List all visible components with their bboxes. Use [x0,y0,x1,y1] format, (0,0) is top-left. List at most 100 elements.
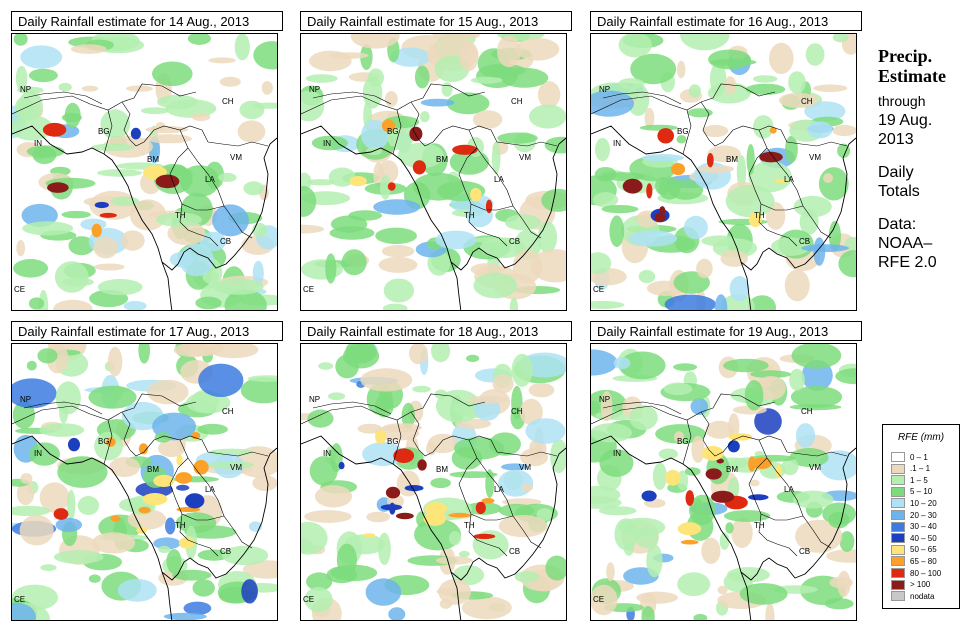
country-label-bm: BM [726,155,738,164]
panel-title: Daily Rainfall estimate for 15 Aug., 201… [300,11,572,31]
country-label-la: LA [784,485,794,494]
country-label-vm: VM [230,463,242,472]
rainfall-panel-1: Daily Rainfall estimate for 14 Aug., 201… [11,11,293,311]
country-label-th: TH [464,211,475,220]
legend-item: .1 – 1 [891,463,931,474]
country-label-bg: BG [387,437,399,446]
country-label-bm: BM [436,155,448,164]
panel-title: Daily Rainfall estimate for 19 Aug., 201… [590,321,862,341]
legend-label: 10 – 20 [910,498,937,508]
legend-swatch [891,568,905,578]
country-label-ch: CH [222,407,234,416]
caption-title-1: Precip. [878,46,933,66]
rainfall-panel-2: Daily Rainfall estimate for 15 Aug., 201… [300,11,582,311]
caption-title-2: Estimate [878,66,946,86]
country-label-ce: CE [303,595,314,604]
country-label-bm: BM [726,465,738,474]
country-label-cb: CB [220,547,231,556]
legend-label: 20 – 30 [910,510,937,520]
country-label-in: IN [323,139,331,148]
caption-daily-1: Daily [878,164,914,181]
country-label-ce: CE [14,595,25,604]
country-label-np: NP [599,395,610,404]
caption-daily-2: Totals [878,183,920,200]
legend-swatch [891,533,905,544]
legend-label: 40 – 50 [910,533,937,543]
country-label-th: TH [754,211,765,220]
country-label-cb: CB [509,547,520,556]
legend-item: 80 – 100 [891,568,941,578]
panel-title: Daily Rainfall estimate for 16 Aug., 201… [590,11,862,31]
rainfall-map: NP IN BG CH BM VM LA TH CB CE [590,343,857,621]
legend-item: 10 – 20 [891,498,937,509]
country-label-ce: CE [303,285,314,294]
country-label-th: TH [754,521,765,530]
rainfall-field [12,344,277,620]
rainfall-field [12,34,277,310]
country-label-bg: BG [677,437,689,446]
country-label-bg: BG [677,127,689,136]
caption-date-1: 19 Aug. [878,112,933,129]
country-label-bm: BM [147,155,159,164]
country-label-np: NP [20,85,31,94]
legend-item: > 100 [891,579,930,590]
legend-label: 30 – 40 [910,522,937,532]
panel-title: Daily Rainfall estimate for 18 Aug., 201… [300,321,572,341]
legend-swatch [891,486,905,497]
legend-swatch [891,521,905,532]
country-label-la: LA [205,485,215,494]
rainfall-field [301,34,566,310]
country-label-bg: BG [98,437,110,446]
legend-label: 80 – 100 [910,568,942,578]
legend-swatch [891,544,905,555]
coastline [12,435,277,620]
rainfall-map: NP IN BG CH BM VM LA TH CB CE [11,343,278,621]
rainfall-panel-4: Daily Rainfall estimate for 17 Aug., 201… [11,321,293,621]
country-label-bg: BG [98,127,110,136]
rainfall-map: NP IN BG CH BM VM LA TH CB CE [590,33,857,311]
rainfall-panel-5: Daily Rainfall estimate for 18 Aug., 201… [300,321,582,621]
country-label-ce: CE [593,285,604,294]
rainfall-field [591,344,856,620]
legend-item: 5 – 10 [891,486,932,497]
legend-label: .1 – 1 [910,464,931,474]
country-label-bm: BM [147,465,159,474]
country-label-np: NP [309,395,320,404]
country-label-ch: CH [801,407,813,416]
coastline [301,125,566,310]
legend-swatch [891,556,905,567]
side-caption: Precip. Estimate through 19 Aug. 2013 Da… [878,46,966,272]
legend-title: RFE (mm) [897,432,945,443]
rainfall-map: NP IN BG CH BM VM LA TH CB CE [11,33,278,311]
rainfall-map: NP IN BG CH BM VM LA TH CB CE [300,33,567,311]
legend-item: 65 – 80 [891,556,937,567]
legend-item: 40 – 50 [891,533,937,544]
country-label-in: IN [34,449,42,458]
coastline [591,435,856,620]
coastline [12,125,277,310]
country-label-th: TH [464,521,475,530]
country-borders [301,393,558,557]
rainfall-panel-3: Daily Rainfall estimate for 16 Aug., 201… [590,11,872,311]
country-borders [12,83,269,247]
legend-label: 50 – 65 [910,545,937,555]
legend-swatch [891,463,905,474]
country-label-th: TH [175,211,186,220]
legend-swatch [891,591,905,602]
rainfall-field [301,344,566,620]
country-borders [301,83,558,247]
legend-item: 30 – 40 [891,521,937,532]
country-label-vm: VM [230,153,242,162]
country-label-in: IN [613,449,621,458]
country-label-np: NP [309,85,320,94]
country-label-cb: CB [799,547,810,556]
country-label-ch: CH [801,97,813,106]
legend-swatch [891,452,905,462]
panel-title: Daily Rainfall estimate for 14 Aug., 201… [11,11,283,31]
country-label-ch: CH [511,407,523,416]
legend-item: 0 – 1 [891,452,928,462]
country-label-ce: CE [593,595,604,604]
country-label-la: LA [494,175,504,184]
legend-item: 50 – 65 [891,544,937,555]
legend-swatch [891,510,905,520]
